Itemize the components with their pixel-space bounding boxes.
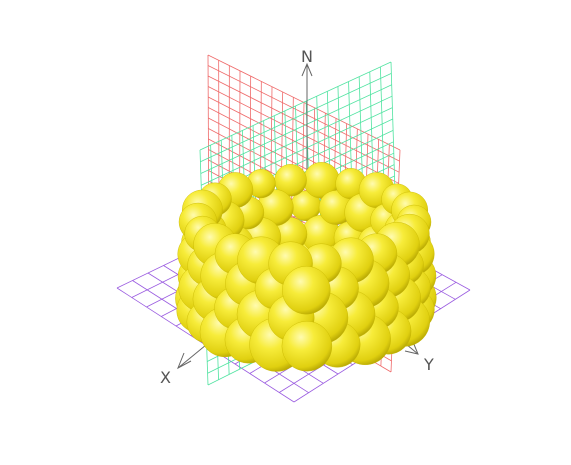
z-axis-label: N [301,47,313,66]
x-axis-arrow-icon [178,353,191,368]
atom-ring [175,162,436,371]
atom-sphere [282,321,332,371]
y-axis-label: Y [423,355,434,374]
atom-sphere [282,266,330,314]
yz-plane-grid-line [200,62,391,150]
x-axis-label: X [160,368,171,387]
